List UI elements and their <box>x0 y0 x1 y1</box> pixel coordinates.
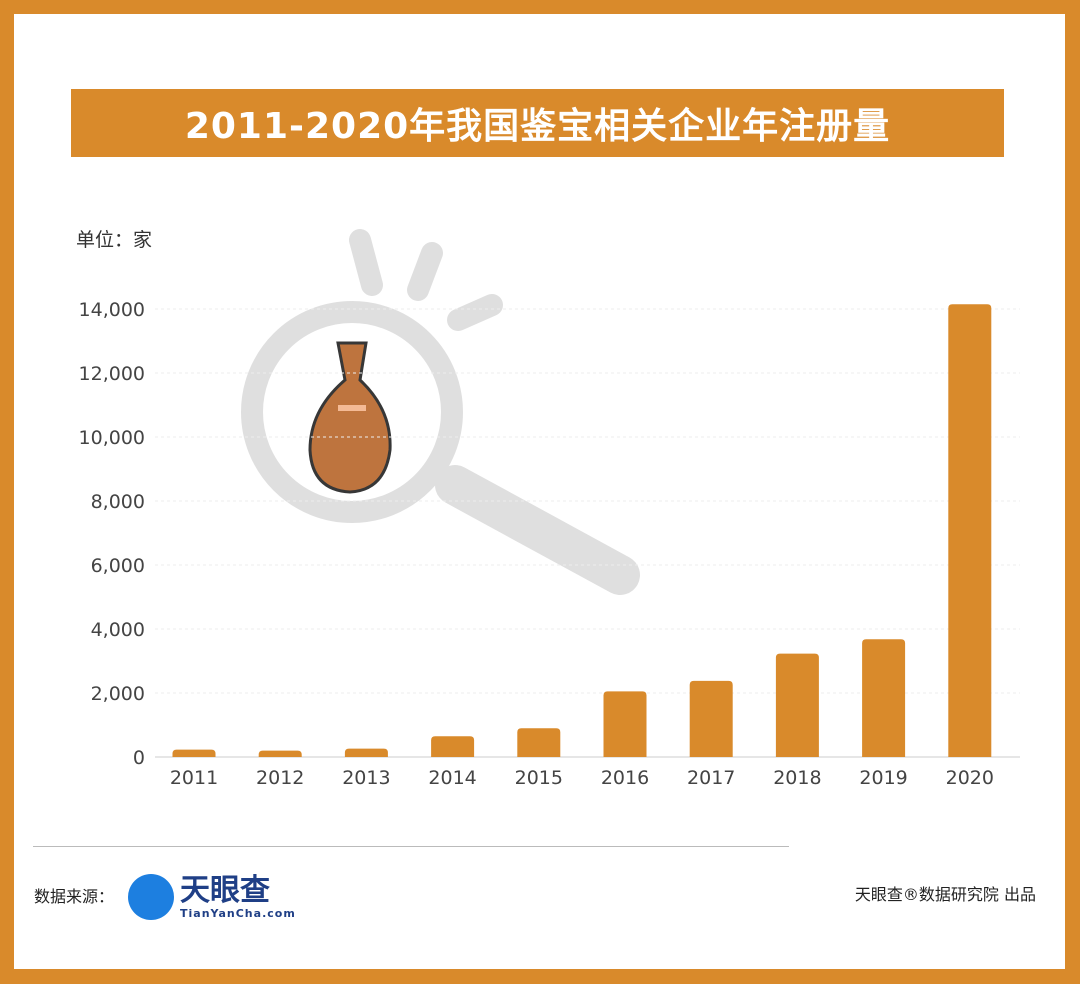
chart-title: 2011-2020年我国鉴宝相关企业年注册量 <box>71 89 1004 157</box>
bar-2013 <box>344 748 388 757</box>
x-tick-label: 2017 <box>687 767 735 789</box>
card <box>14 14 1065 969</box>
x-tick-label: 2018 <box>773 767 821 789</box>
footer-divider <box>33 846 789 847</box>
x-tick-label: 2016 <box>601 767 649 789</box>
credit: 天眼查®数据研究院 出品 <box>854 885 1036 904</box>
unit-label: 单位：家 <box>76 229 153 251</box>
bar-2015 <box>517 728 561 757</box>
x-tick-label: 2014 <box>428 767 476 789</box>
x-tick-label: 2020 <box>946 767 994 789</box>
y-tick-label: 2,000 <box>91 683 145 705</box>
y-tick-label: 4,000 <box>91 619 145 641</box>
tianyancha-logo: 天眼查 TianYanCha.com <box>128 874 296 920</box>
y-tick-label: 8,000 <box>91 491 145 513</box>
source-label: 数据来源： <box>34 887 115 906</box>
x-tick-label: 2012 <box>256 767 304 789</box>
x-tick-label: 2013 <box>342 767 390 789</box>
x-tick-label: 2011 <box>170 767 218 789</box>
bar-2012 <box>258 750 302 757</box>
logo-en: TianYanCha.com <box>180 906 296 920</box>
y-tick-label: 0 <box>133 747 145 769</box>
y-tick-label: 10,000 <box>79 427 145 449</box>
bar-2011 <box>172 749 216 757</box>
x-tick-label: 2019 <box>859 767 907 789</box>
y-tick-label: 14,000 <box>79 299 145 321</box>
bar-2017 <box>689 680 733 757</box>
logo-cn: 天眼查 <box>180 872 270 908</box>
y-tick-label: 12,000 <box>79 363 145 385</box>
bar-2019 <box>862 639 906 757</box>
y-tick-label: 6,000 <box>91 555 145 577</box>
bar-2014 <box>431 736 475 757</box>
bar-2016 <box>603 691 647 757</box>
logo-icon <box>128 874 174 920</box>
magnifier-illustration <box>241 229 640 595</box>
x-tick-label: 2015 <box>515 767 563 789</box>
bar-2018 <box>775 653 819 757</box>
bar-2020 <box>948 304 992 757</box>
